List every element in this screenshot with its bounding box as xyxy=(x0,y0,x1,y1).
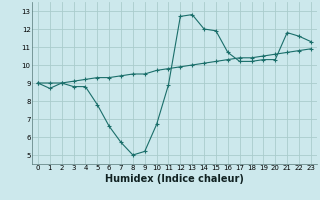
X-axis label: Humidex (Indice chaleur): Humidex (Indice chaleur) xyxy=(105,174,244,184)
